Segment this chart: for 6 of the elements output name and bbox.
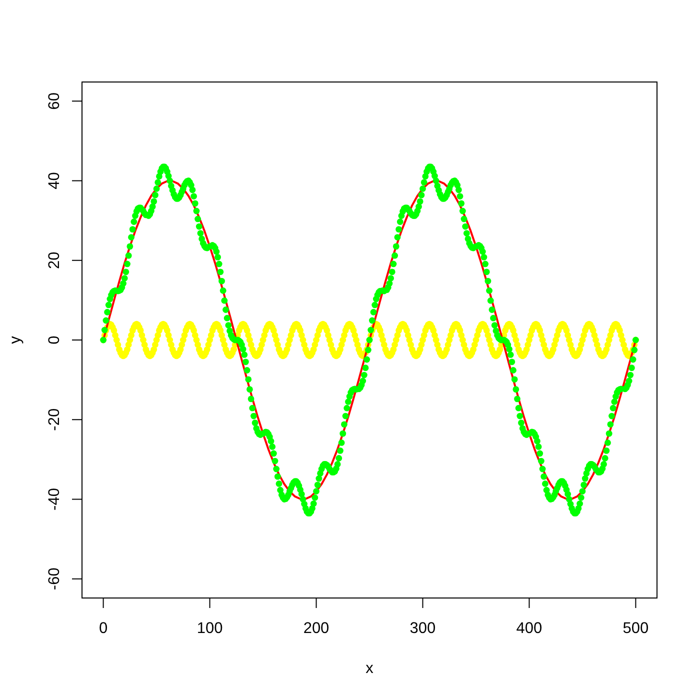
x-tick-label: 400: [516, 620, 543, 638]
y-tick-label: 60: [46, 92, 63, 110]
y-tick-label: 20: [46, 251, 63, 269]
x-tick-label: 300: [410, 620, 436, 638]
x-tick-label: 500: [622, 620, 650, 638]
y-tick-label: 40: [46, 172, 63, 190]
